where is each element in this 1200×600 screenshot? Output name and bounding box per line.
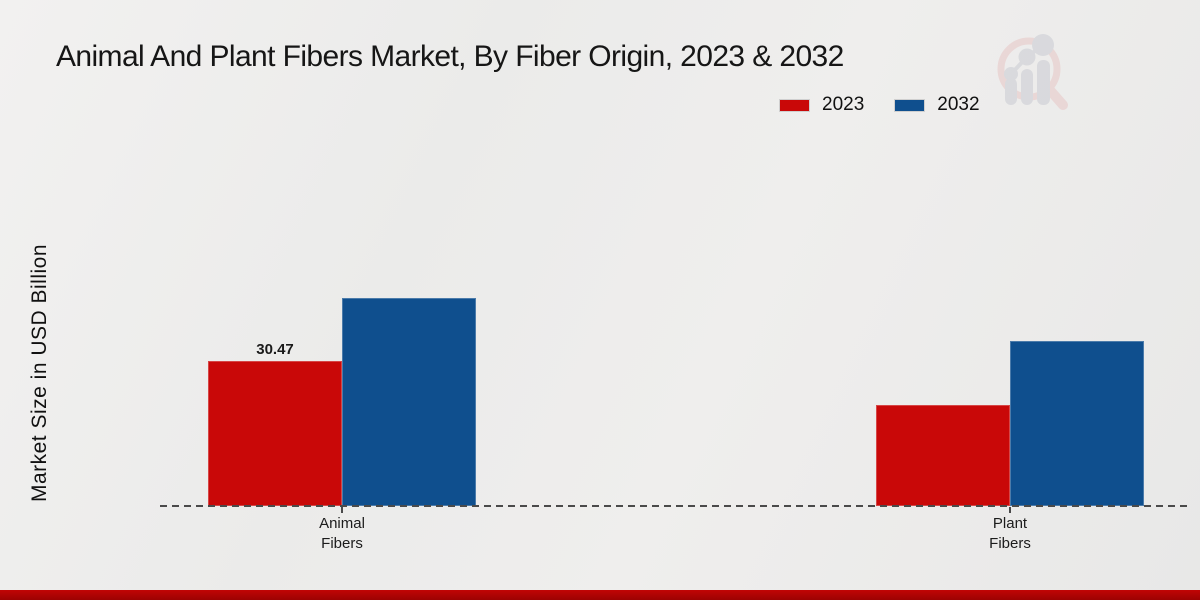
bar-2032-plant-fibers	[1010, 340, 1144, 506]
footer-accent-strip	[0, 590, 1200, 600]
bar-2032-animal-fibers	[342, 298, 476, 506]
bar-2023-plant-fibers	[876, 405, 1010, 506]
legend: 2023 2032	[779, 94, 980, 116]
category-label-plant-fibers: Plant Fibers	[989, 515, 1031, 552]
y-axis-label: Market Size in USD Billion	[28, 243, 51, 503]
x-axis-tick-animal-fibers	[341, 507, 343, 513]
x-axis-baseline	[160, 505, 1190, 507]
chart-title: Animal And Plant Fibers Market, By Fiber…	[56, 40, 844, 73]
x-axis-tick-plant-fibers	[1009, 507, 1011, 513]
legend-label-2023: 2023	[822, 94, 865, 115]
legend-swatch-2032	[894, 98, 926, 112]
legend-label-2032: 2032	[937, 94, 980, 115]
legend-item-2023: 2023	[779, 94, 864, 116]
bar-2023-animal-fibers	[208, 361, 342, 506]
bar-value-label: 30.47	[256, 341, 294, 358]
category-label-animal-fibers: Animal Fibers	[319, 515, 365, 552]
legend-swatch-2023	[779, 98, 810, 112]
magnifier-bar-chart-logo-watermark	[997, 34, 1068, 110]
legend-item-2032: 2032	[894, 94, 980, 116]
